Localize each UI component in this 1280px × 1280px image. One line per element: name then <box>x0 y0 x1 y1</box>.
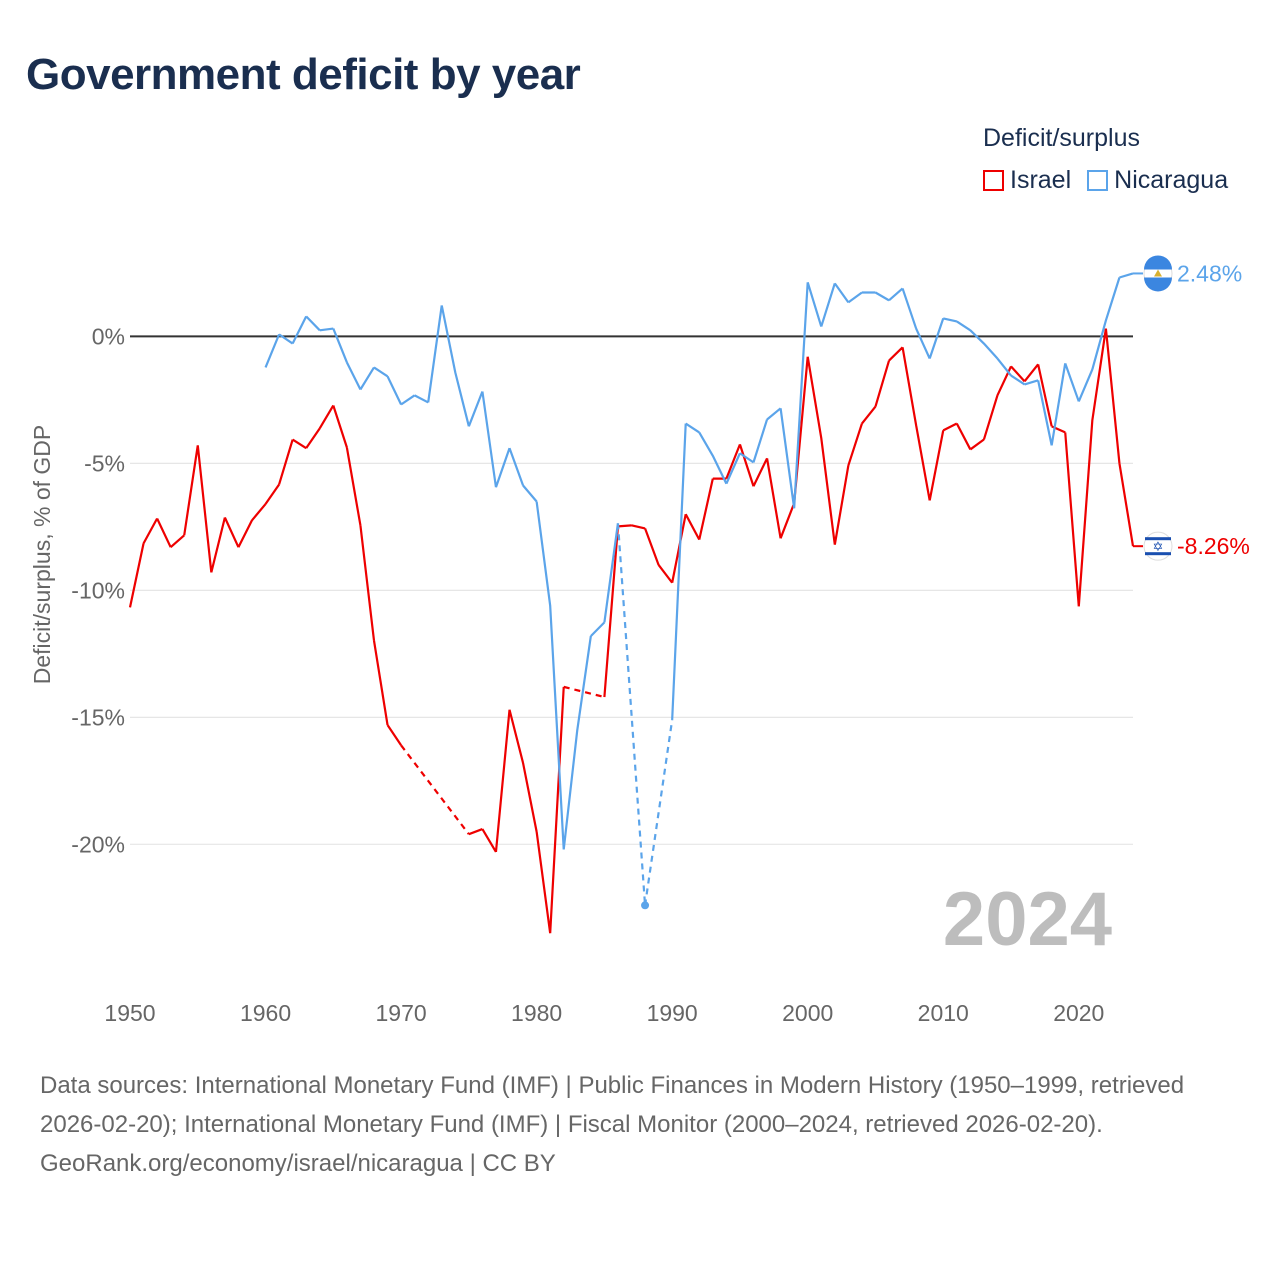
sources: Data sources: International Monetary Fun… <box>40 1066 1240 1183</box>
x-tick-label: 2010 <box>918 1000 969 1026</box>
legend-label: Nicaragua <box>1114 166 1229 194</box>
series-gap-israel <box>400 685 605 835</box>
x-tick-label: 2020 <box>1053 1000 1104 1026</box>
chart-title: Government deficit by year <box>26 50 581 99</box>
legend: Israel Nicaragua <box>983 166 1228 195</box>
series-gap-nicaragua <box>616 523 674 906</box>
x-tick-label: 2000 <box>782 1000 833 1026</box>
y-tick-label: -10% <box>71 577 125 603</box>
legend-swatch-nicaragua <box>1087 170 1109 191</box>
y-tick-label: -20% <box>71 831 125 857</box>
star-icon: ✡ <box>1153 539 1164 554</box>
x-tick-label: 1970 <box>375 1000 426 1026</box>
flag-stripe <box>1145 552 1171 556</box>
emblem-icon <box>1154 269 1162 277</box>
end-label-israel: -8.26% <box>1177 533 1250 559</box>
y-tick-label: 0% <box>92 323 125 349</box>
legend-title: Deficit/surplus <box>983 124 1140 152</box>
x-tick-label: 1950 <box>104 1000 155 1026</box>
credit-link[interactable]: GeoRank.org/economy/israel/nicaragua | C… <box>40 1150 556 1177</box>
x-tick-label: 1960 <box>240 1000 291 1026</box>
end-label-nicaragua: 2.48% <box>1177 260 1242 286</box>
legend-swatch-israel <box>983 170 1004 191</box>
legend-label: Israel <box>1010 166 1072 194</box>
series-line-israel <box>128 328 1135 934</box>
y-axis-label: Deficit/surplus, % of GDP <box>29 425 55 684</box>
y-tick-label: -5% <box>84 450 125 476</box>
legend-item-nicaragua[interactable]: Nicaragua <box>1087 166 1228 195</box>
series-line-nicaragua <box>264 272 1134 850</box>
x-tick-label: 1980 <box>511 1000 562 1026</box>
legend-item-israel[interactable]: Israel <box>983 166 1071 195</box>
year-watermark: 2024 <box>943 877 1112 962</box>
flag-stripe <box>1144 277 1172 292</box>
sources-text: Data sources: International Monetary Fun… <box>40 1072 1185 1138</box>
plot-area: 0% -5% -10% -15% -20% 1950 1960 1970 1980 1990 200… <box>29 255 1250 1026</box>
flag-stripe <box>1145 537 1171 541</box>
x-tick-label: 1990 <box>647 1000 698 1026</box>
flag-stripe <box>1144 255 1172 270</box>
y-tick-label: -15% <box>71 704 125 730</box>
